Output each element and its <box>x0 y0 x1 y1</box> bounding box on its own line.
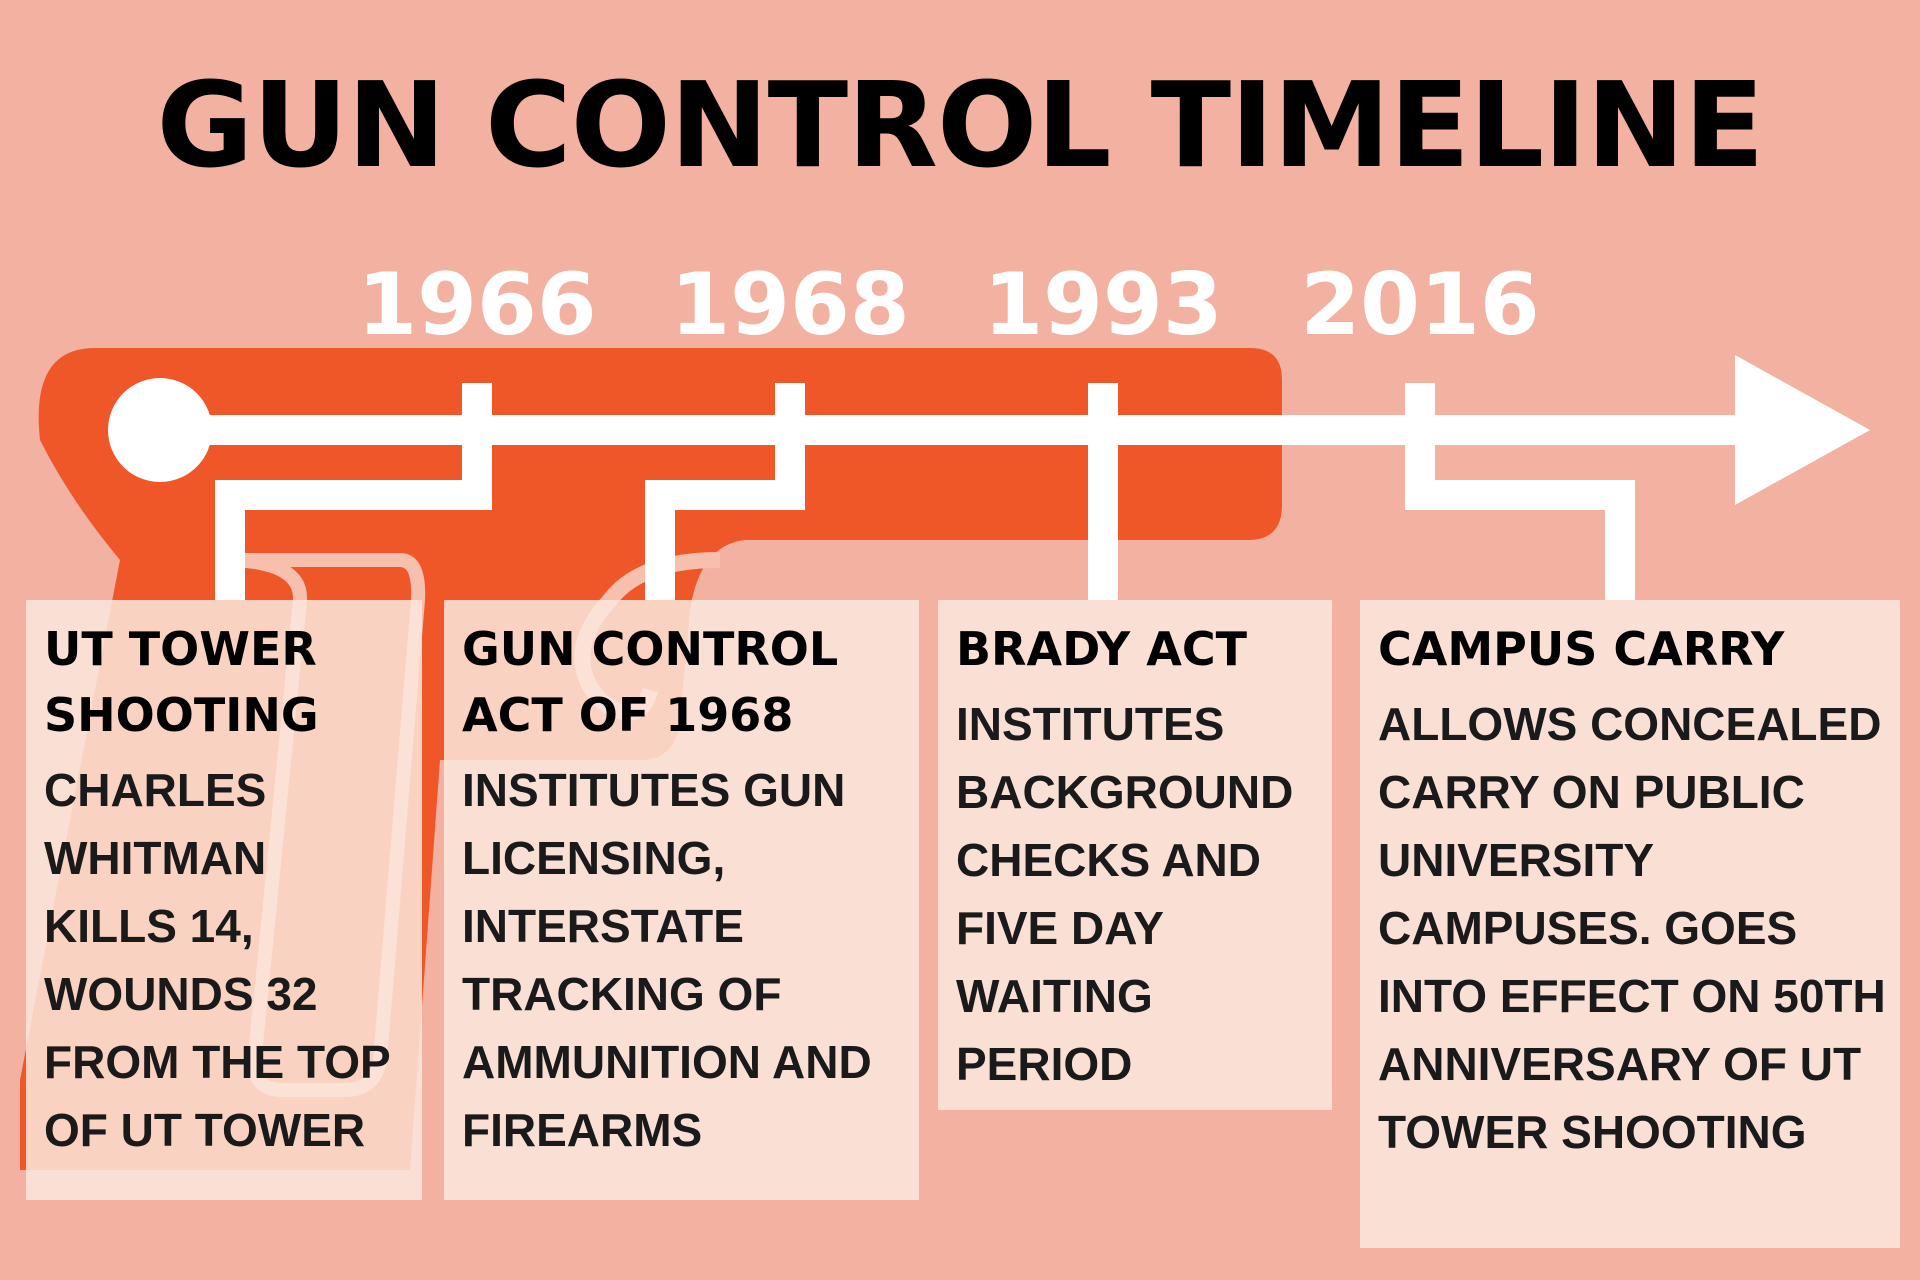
event-heading: GUN CONTROL ACT OF 1968 <box>462 622 839 742</box>
event-card-brady-act: BRADY ACT INSTITUTES BACKGROUND CHECKS A… <box>938 600 1332 1110</box>
event-description: INSTITUTES GUN LICENSING, INTERSTATE TRA… <box>462 764 872 1156</box>
year-label-2016: 2016 <box>1300 255 1540 355</box>
timeline-arrow-icon <box>160 383 1780 600</box>
event-card-gun-control-act: GUN CONTROL ACT OF 1968 INSTITUTES GUN L… <box>444 600 919 1200</box>
timeline-start-dot <box>108 378 212 482</box>
event-heading: UT TOWER SHOOTING <box>44 622 319 742</box>
event-description: ALLOWS CONCEALED CARRY ON PUBLIC UNIVERS… <box>1378 698 1886 1158</box>
event-card-ut-tower-shooting: UT TOWER SHOOTING CHARLES WHITMAN KILLS … <box>26 600 422 1200</box>
page-title: GUN CONTROL TIMELINE <box>156 56 1765 194</box>
year-label-1966: 1966 <box>357 255 597 355</box>
event-description: CHARLES WHITMAN KILLS 14, WOUNDS 32 FROM… <box>44 764 390 1156</box>
event-heading: BRADY ACT <box>956 622 1247 676</box>
event-card-campus-carry: CAMPUS CARRY ALLOWS CONCEALED CARRY ON P… <box>1360 600 1900 1248</box>
event-heading: CAMPUS CARRY <box>1378 622 1785 676</box>
timeline-arrowhead <box>1735 355 1870 505</box>
year-label-1993: 1993 <box>983 255 1223 355</box>
year-label-1968: 1968 <box>670 255 910 355</box>
event-description: INSTITUTES BACKGROUND CHECKS AND FIVE DA… <box>956 698 1294 1090</box>
